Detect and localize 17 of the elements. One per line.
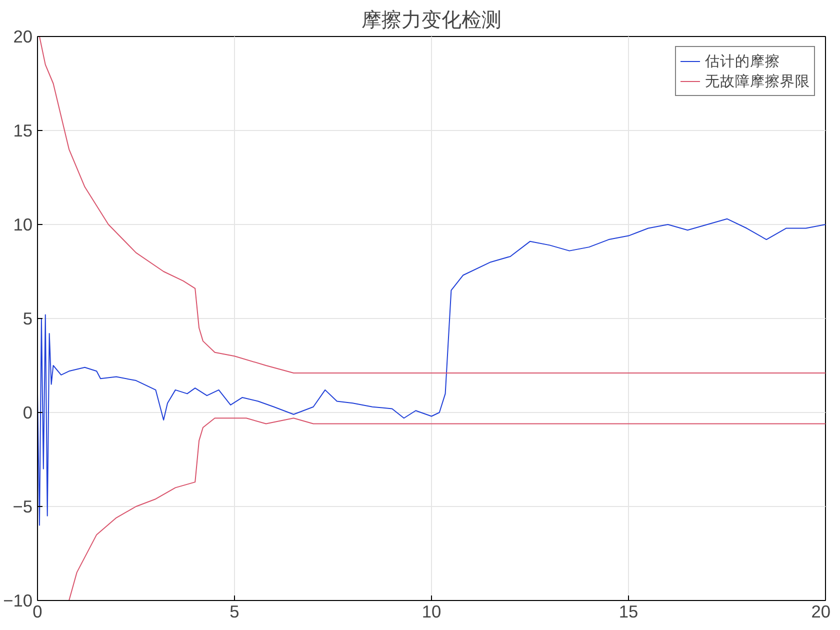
line-series [38,218,826,526]
x-tick-label: 15 [618,602,638,622]
chart-title: 摩擦力变化检测 [362,8,502,32]
x-tick-label: 10 [422,602,442,622]
line-series [38,36,826,374]
x-tick-label: 20 [811,602,831,622]
y-tick-label: 20 [13,26,33,46]
line-series [68,418,826,600]
legend-label: 无故障摩擦界限 [705,72,810,90]
y-tick-label: 15 [13,120,33,140]
y-tick-label: 0 [22,402,33,422]
x-tick-label: 5 [230,602,240,622]
y-tick-label: 5 [22,308,33,328]
y-tick-label: −5 [12,496,33,516]
y-tick-label: 10 [13,214,33,234]
y-tick-label: −10 [3,590,33,610]
legend-label: 估计的摩擦 [705,52,780,70]
